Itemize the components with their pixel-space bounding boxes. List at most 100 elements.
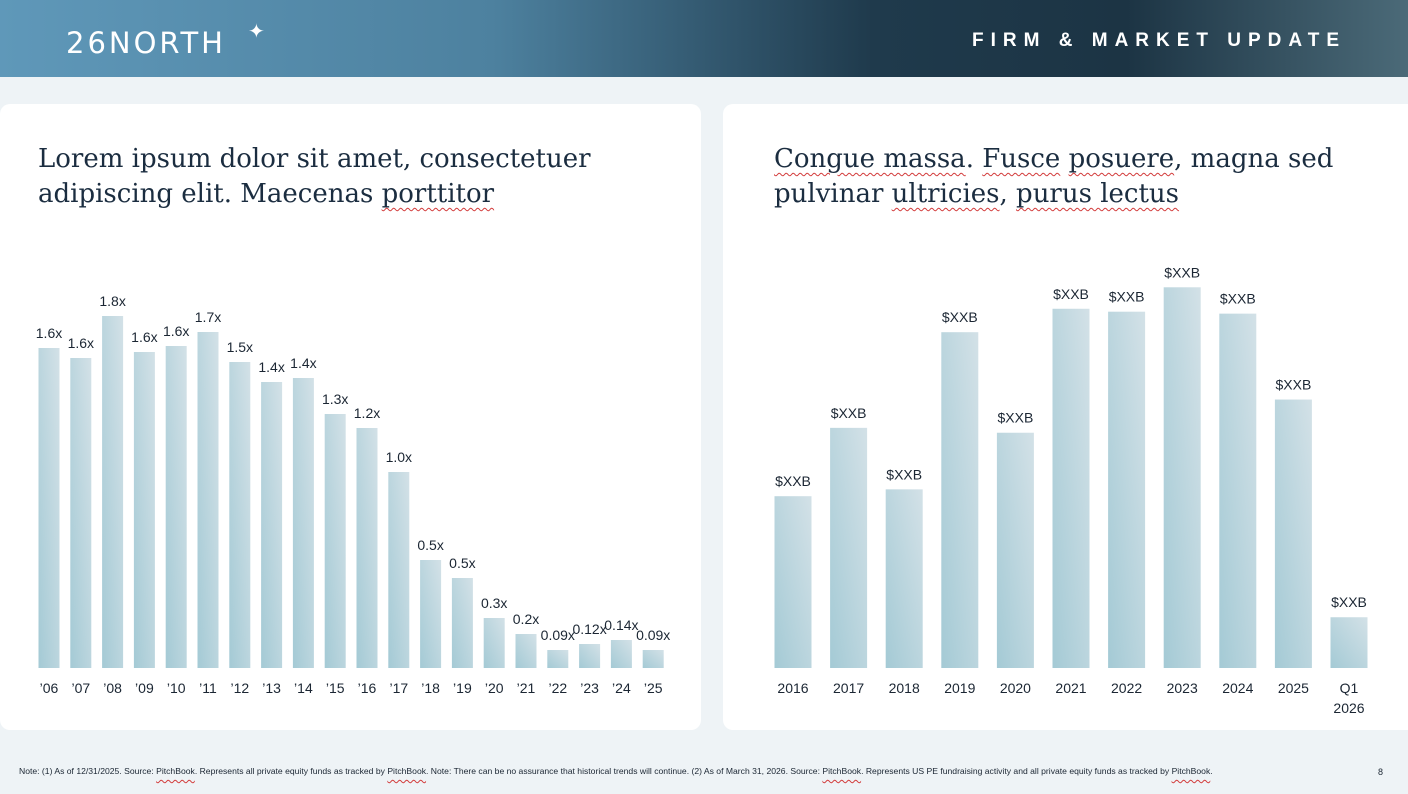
header-banner: 26NORTH ✦ FIRM & MARKET UPDATE: [0, 0, 1408, 77]
bar-value-label: 1.3x: [322, 391, 348, 407]
page-number: 8: [1378, 767, 1384, 777]
multiple-bar-chart: 1.6x ’06 1.6x ’07 1.8x ’08 1.6x ’09 1.6x ’10 1.7x ’…: [36, 293, 671, 696]
bar-14: [483, 618, 505, 668]
bar-value-label: 1.0x: [386, 449, 412, 465]
x-tick-label: 2021: [1055, 680, 1086, 696]
bar-10: [1330, 617, 1368, 668]
bar-3: [133, 352, 155, 668]
left-heading-line2b: porttitor: [381, 179, 495, 209]
bar-12: [420, 560, 442, 668]
logo-star-icon: ✦: [248, 21, 265, 43]
bar-7: [261, 382, 283, 668]
x-tick-label: 2025: [1278, 680, 1309, 696]
bar-1: [70, 358, 92, 668]
x-tick-label: ’11: [199, 680, 217, 696]
x-tick-label: 2022: [1111, 680, 1142, 696]
right-heading-part9: ,: [999, 179, 1017, 209]
footer-note-part1: Note: (1) As of 12/31/2025. Source:: [19, 766, 157, 776]
bar-13: [451, 578, 473, 668]
x-tick-label: ’25: [644, 680, 663, 696]
bar-value-label: 0.2x: [513, 611, 539, 627]
bar-7: [1163, 287, 1201, 668]
bar-value-label: $XXB: [1331, 594, 1367, 610]
x-tick-label: ’12: [230, 680, 249, 696]
x-tick-label: 2019: [944, 680, 975, 696]
footer-note: Note: (1) As of 12/31/2025. Source: Pitc…: [19, 766, 1213, 776]
footer-note-part4: . Represents US PE fundraising activity …: [861, 766, 1172, 776]
footer-note-part2: . Represents all private equity funds as…: [194, 766, 388, 776]
x-tick-label: 2018: [889, 680, 920, 696]
x-tick-label: ’07: [71, 680, 90, 696]
right-chart-heading: Congue massa. Fusce posuere, magna sed p…: [774, 142, 1374, 212]
bar-6: [1108, 311, 1146, 668]
bar-9: [324, 414, 346, 668]
left-chart-heading: Lorem ipsum dolor sit amet, consectetuer…: [38, 142, 638, 212]
x-tick-label: ’06: [40, 680, 59, 696]
bar-value-label: 1.6x: [131, 329, 157, 345]
bar-value-label: 1.2x: [354, 405, 380, 421]
footer-note-part3: . Note: There can be no assurance that h…: [426, 766, 823, 776]
x-tick-label: ’19: [453, 680, 472, 696]
bar-19: [642, 650, 664, 668]
x-tick-label: ’21: [517, 680, 536, 696]
bar-8: [292, 378, 314, 668]
bar-value-label: $XXB: [831, 405, 867, 421]
x-tick-label: ’14: [294, 680, 313, 696]
x-tick-label: ’23: [580, 680, 599, 696]
right-heading-part6: , magna sed: [1174, 144, 1334, 174]
x-tick-label: ’24: [612, 680, 631, 696]
right-heading-part8: ultricies: [891, 179, 1000, 209]
x-tick-label: ’16: [358, 680, 377, 696]
footer-source-link: PitchBook: [1171, 766, 1211, 776]
bar-value-label: $XXB: [942, 309, 978, 325]
bar-15: [515, 634, 537, 668]
right-heading-part2: .: [965, 144, 983, 174]
bar-value-label: $XXB: [1220, 291, 1256, 307]
bar-value-label: 1.4x: [258, 359, 284, 375]
bar-5: [1052, 308, 1090, 668]
fundraising-bar-chart: $XXB 2016 $XXB 2017 $XXB 2018 $XXB 2019 $XXB 2020…: [774, 264, 1368, 716]
right-heading-part1: Congue massa: [774, 144, 966, 174]
header-title: FIRM & MARKET UPDATE: [972, 30, 1346, 51]
x-tick-label: 2024: [1222, 680, 1253, 696]
bar-value-label: 1.5x: [227, 339, 253, 355]
bar-value-label: $XXB: [1164, 264, 1200, 280]
bar-10: [356, 428, 378, 668]
bar-4: [996, 432, 1034, 668]
bar-value-label: 1.8x: [99, 293, 125, 309]
bar-4: [165, 346, 187, 668]
x-tick-label: Q1 2026: [1333, 680, 1364, 716]
bar-value-label: 1.4x: [290, 355, 316, 371]
bar-value-label: $XXB: [997, 410, 1033, 426]
bar-value-label: 0.09x: [636, 627, 670, 643]
x-tick-label: ’22: [548, 680, 567, 696]
x-tick-label: 2017: [833, 680, 864, 696]
bar-value-label: 1.6x: [36, 325, 62, 341]
x-tick-label: ’13: [262, 680, 281, 696]
bar-16: [547, 650, 569, 668]
bar-value-label: 0.09x: [541, 627, 575, 643]
bar-value-label: $XXB: [1109, 289, 1145, 305]
bar-value-label: 0.5x: [449, 555, 475, 571]
bar-6: [229, 362, 251, 668]
x-tick-label: ’15: [326, 680, 345, 696]
bar-0: [774, 496, 812, 668]
x-tick-label: 2016: [777, 680, 808, 696]
x-tick-label: ’10: [167, 680, 186, 696]
right-heading-part3: Fusce: [982, 144, 1061, 174]
bar-9: [1274, 399, 1312, 668]
bar-17: [579, 644, 601, 668]
x-tick-label: ’17: [389, 680, 408, 696]
x-tick-label: ’18: [421, 680, 440, 696]
bar-2: [102, 316, 124, 668]
bar-value-label: 1.7x: [195, 309, 221, 325]
bar-value-label: $XXB: [886, 466, 922, 482]
left-heading-line2a: adipiscing elit. Maecenas: [38, 179, 382, 209]
right-chart-card: Congue massa. Fusce posuere, magna sed p…: [723, 104, 1408, 730]
left-chart-card: Lorem ipsum dolor sit amet, consectetuer…: [0, 104, 701, 730]
bar-18: [610, 640, 632, 668]
bar-3: [941, 332, 979, 668]
footer-note-part5: .: [1210, 766, 1213, 776]
footer-source-link: PitchBook: [387, 766, 427, 776]
x-tick-label: ’20: [485, 680, 504, 696]
